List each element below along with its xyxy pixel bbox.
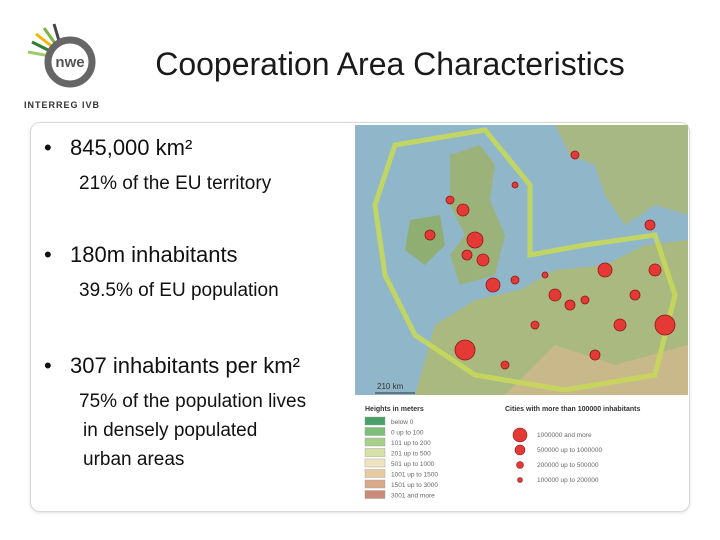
legend-swatch	[364, 448, 386, 457]
logo-ring	[44, 36, 96, 88]
legend-symbol	[517, 477, 523, 483]
bullet-marker: •	[44, 242, 52, 267]
land-ireland	[405, 215, 445, 265]
legend-item: 1001 up to 1500	[391, 472, 438, 479]
legend-swatch	[364, 490, 386, 499]
bullet-text: 845,000 km²	[70, 135, 193, 160]
logo-rays	[27, 23, 62, 58]
map: 210 km Heights in meters below 0 0 up to 1…	[355, 125, 688, 507]
legend-symbol	[514, 444, 526, 456]
legend-swatch	[364, 469, 386, 478]
bullet-text: 307 inhabitants per km²	[70, 353, 300, 378]
legend-item: 201 up to 500	[391, 451, 431, 458]
legend-swatch	[364, 427, 386, 436]
cities	[424, 150, 676, 370]
legend-symbol	[516, 461, 524, 469]
logo: nwe INTERREG IVB	[24, 23, 100, 110]
legend-item: 100000 up to 200000	[537, 477, 599, 484]
scale-label: 210 km	[377, 382, 404, 391]
legend-swatch	[364, 437, 386, 447]
slide-title: Cooperation Area Characteristics	[155, 46, 625, 82]
legend-title: Heights in meters	[365, 406, 424, 413]
bullet-detail: 75% of the population lives	[79, 391, 307, 412]
logo-text: nwe	[55, 54, 84, 71]
bullet-detail: 39.5% of EU population	[79, 280, 279, 301]
legend-item: 501 up to 1000	[391, 461, 435, 468]
bullet-marker: •	[44, 135, 52, 160]
content-frame	[30, 122, 690, 512]
legend-item: 1000000 and more	[537, 432, 592, 439]
legend-item: 101 up to 200	[391, 440, 431, 447]
land-scandinavia	[555, 125, 688, 225]
land-continent	[415, 240, 688, 395]
bullet-detail: urban areas	[83, 449, 185, 470]
bullet-detail: in densely populated	[83, 420, 258, 441]
legend-swatch	[364, 458, 386, 468]
legend-item: 3001 and more	[391, 493, 435, 500]
legend-item: 1501 up to 3000	[391, 482, 438, 489]
legend-swatch	[364, 479, 386, 489]
bullet-detail: 21% of the EU territory	[79, 173, 272, 194]
logo-caption: INTERREG IVB	[24, 100, 100, 110]
heights-legend: Heights in meters below 0 0 up to 100 101 u…	[364, 406, 438, 500]
bullet-marker: •	[44, 353, 52, 378]
cities-legend: Cities with more than 100000 inhabitants…	[505, 406, 640, 484]
legend-item: below 0	[391, 419, 414, 426]
legend-title: Cities with more than 100000 inhabitants	[505, 406, 640, 413]
land-britain	[450, 145, 505, 285]
legend-item: 0 up to 100	[391, 430, 424, 437]
legend-symbol	[512, 427, 528, 443]
legend-item: 200000 up to 500000	[537, 462, 599, 469]
legend-item: 500000 up to 1000000	[537, 447, 602, 454]
land-highlands	[505, 345, 688, 395]
bullet-text: 180m inhabitants	[70, 242, 238, 267]
legend-swatch	[364, 416, 386, 426]
